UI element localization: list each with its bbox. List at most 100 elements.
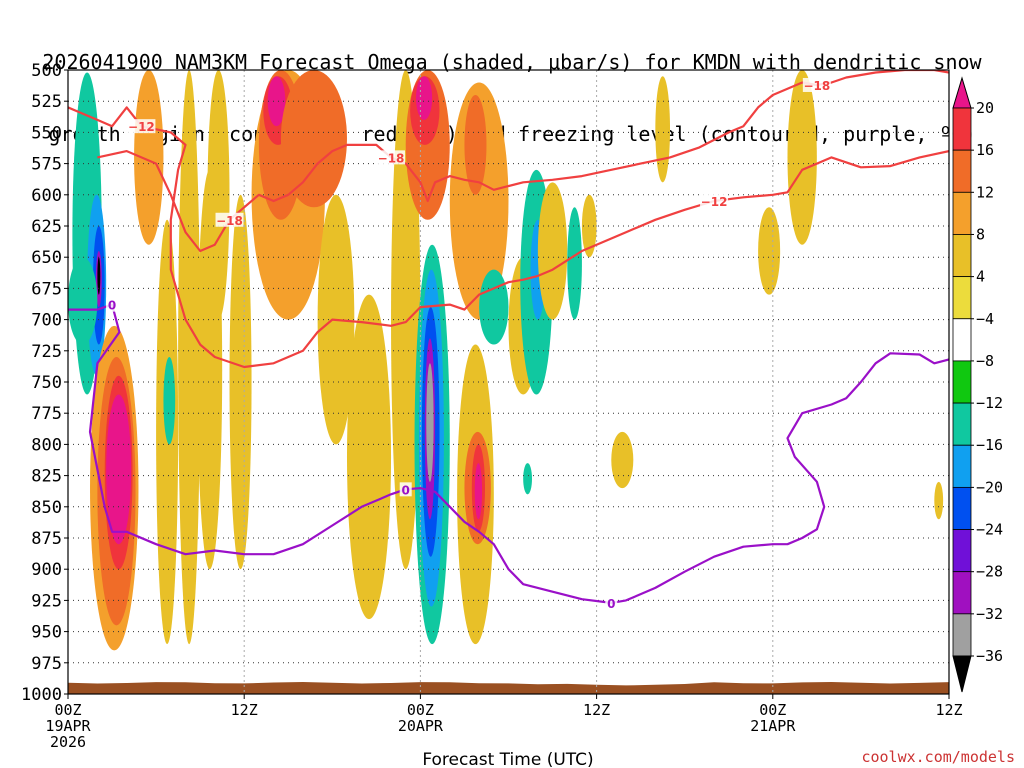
colorbar-label: −8: [976, 352, 994, 370]
freezing_level-label: 0: [607, 597, 615, 611]
dgz_minus18-label-bg: [802, 77, 831, 92]
omega-cell-9: [106, 394, 132, 545]
dgz_minus18-label: −18: [803, 79, 830, 93]
y-tick-label: 900: [31, 560, 62, 580]
dgz_minus12-label: −12: [128, 120, 155, 134]
dgz_minus12-label-bg: [127, 119, 156, 134]
colorbar-swatch: [952, 402, 972, 446]
omega-cell-5: [68, 257, 98, 345]
omega-cell-49: [758, 207, 781, 295]
omega-cell-4: [97, 257, 101, 295]
y-tick-label: 675: [31, 279, 62, 299]
omega-cell-39: [479, 269, 509, 345]
dgz_minus12-label-bg: [700, 194, 729, 209]
omega-cell-46: [523, 463, 532, 495]
colorbar-label: −32: [976, 605, 1003, 623]
y-tick-label: 700: [31, 311, 62, 331]
omega-cell-48: [655, 76, 671, 183]
dgz_minus18-label-bg: [377, 150, 406, 165]
ground-terrain: [68, 682, 949, 694]
colorbar-swatch: [952, 571, 972, 615]
colorbar-top-arrow: [952, 76, 972, 109]
y-tick-label: 550: [31, 123, 62, 143]
omega-cell-28: [449, 82, 509, 320]
colorbar-label: −4: [976, 310, 994, 328]
dgz_minus18-label: −18: [378, 151, 405, 165]
x-axis-label: Forecast Time (UTC): [422, 750, 593, 768]
omega-cell-16: [229, 194, 252, 570]
omega-cell-50: [787, 70, 817, 245]
freezing_level-label-bg: [106, 297, 119, 312]
y-tick-label: 875: [31, 529, 62, 549]
omega-cell-12: [163, 357, 176, 445]
y-tick-label: 775: [31, 404, 62, 424]
y-tick-label: 575: [31, 155, 62, 175]
colorbar-label: −24: [976, 521, 1003, 539]
y-tick-label: 800: [31, 435, 62, 455]
omega-cell-27: [415, 76, 433, 120]
omega-cell-38: [474, 463, 483, 520]
x-tick-date: 19APR: [45, 717, 91, 735]
colorbar-label: 12: [976, 183, 994, 201]
omega-cell-29: [464, 94, 487, 195]
colorbar-swatch: [952, 360, 972, 404]
colorbar-label: −12: [976, 394, 1003, 412]
colorbar-swatch: [952, 444, 972, 488]
y-tick-label: 1000: [21, 685, 62, 705]
omega-cell-51: [934, 481, 944, 520]
freezing_level-label-bg: [399, 482, 412, 497]
omega-cell-10: [134, 70, 164, 245]
omega-cell-23: [346, 294, 392, 620]
y-tick-label: 950: [31, 623, 62, 643]
y-tick-label: 525: [31, 92, 62, 112]
colorbar-swatch: [952, 486, 972, 530]
omega-cell-45: [581, 194, 597, 258]
x-tick-label: 12Z: [583, 701, 610, 719]
contour-lines: −12 −12 −18 −18 −18 0 0 0: [68, 70, 949, 611]
y-tick-label: 850: [31, 498, 62, 518]
y-axis: 500 525 550 575 600 625 650 675 700 725 750 775 800 8…: [21, 61, 68, 705]
dgz_minus12-label: −12: [701, 195, 728, 209]
colorbar-swatch: [952, 191, 972, 235]
freezing_level-label: 0: [402, 483, 410, 497]
omega-cell-44: [567, 207, 582, 320]
y-tick-label: 725: [31, 342, 62, 362]
x-tick-label: 00Z: [407, 701, 434, 719]
y-tick-label: 975: [31, 654, 62, 674]
x-tick-label: 12Z: [231, 701, 258, 719]
omega-cell-21: [280, 70, 347, 208]
colorbar-swatch: [952, 276, 972, 320]
omega-shading: [68, 70, 944, 651]
dgz_minus18-label-bg: [215, 212, 244, 227]
y-tick-label: 750: [31, 373, 62, 393]
x-tick-label: 12Z: [935, 701, 962, 719]
colorbar-label: 8: [976, 225, 985, 243]
y-tick-label: 625: [31, 217, 62, 237]
colorbar-swatch: [952, 613, 972, 657]
colorbar-label: 20: [976, 99, 994, 117]
colorbar-label: −20: [976, 478, 1003, 496]
colorbar-label: −28: [976, 563, 1003, 581]
colorbar-swatch: [952, 107, 972, 151]
freezing_level-label-bg: [605, 595, 618, 610]
colorbar-label: −16: [976, 436, 1003, 454]
dgz_minus18-label: −18: [216, 214, 243, 228]
colorbar-swatch: [952, 234, 972, 278]
omega-cell-20: [267, 76, 286, 127]
x-tick-label: 00Z: [54, 701, 81, 719]
colorbar-swatch: [952, 529, 972, 573]
y-tick-label: 825: [31, 467, 62, 487]
y-tick-label: 600: [31, 186, 62, 206]
grid-lines: [68, 70, 949, 694]
omega-cell-34: [426, 363, 434, 482]
freezing_level-contour: [68, 303, 949, 604]
y-tick-label: 650: [31, 248, 62, 268]
colorbar-swatch: [952, 149, 972, 193]
y-tick-label: 500: [31, 61, 62, 81]
omega-cell-47: [611, 431, 634, 489]
colorbar-label: −36: [976, 647, 1003, 665]
x-tick-date: 20APR: [398, 717, 444, 735]
omega-cell-43: [537, 182, 568, 320]
